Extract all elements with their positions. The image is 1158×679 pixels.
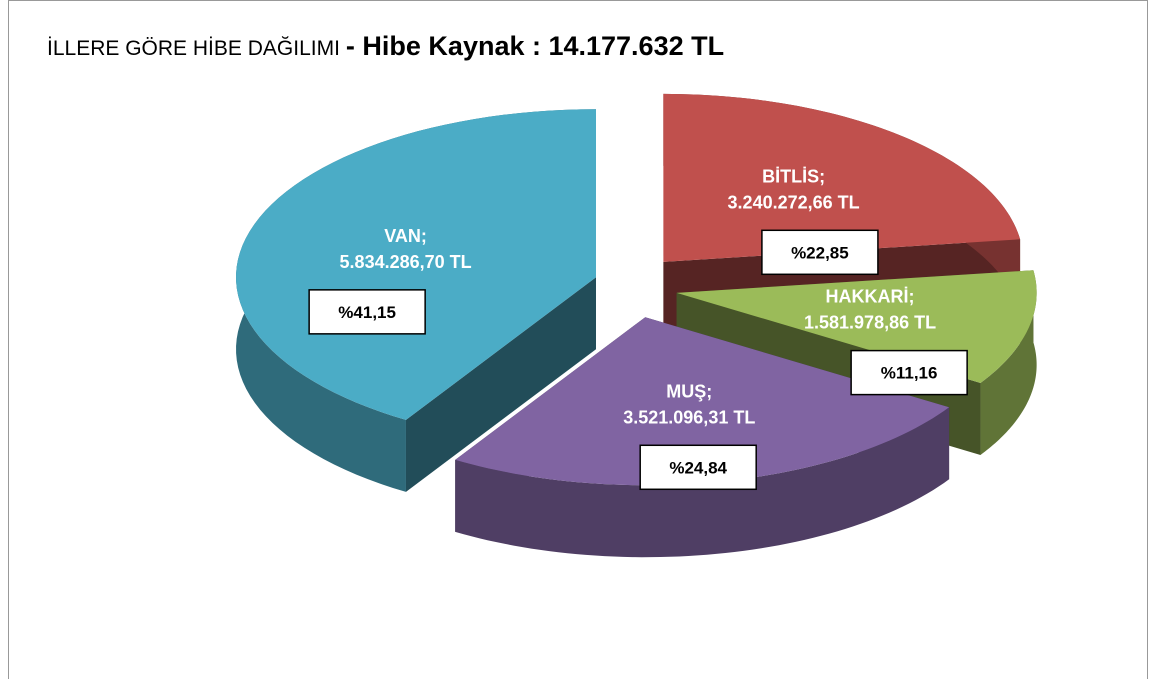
percent-box	[850, 349, 968, 396]
chart-frame: İLLERE GÖRE HİBE DAĞILIMI - Hibe Kaynak :…	[8, 0, 1148, 679]
category-label-line: VAN;	[384, 226, 427, 246]
chart-title: İLLERE GÖRE HİBE DAĞILIMI	[47, 37, 340, 60]
percent-label: %24,84	[669, 458, 727, 477]
category-label-line: BİTLİS;	[762, 166, 825, 186]
slice-top	[455, 317, 950, 486]
category-label-line: 5.834.286,70 TL	[340, 252, 472, 272]
percent-label: %22,85	[791, 243, 849, 262]
category-label-line: 3.240.272,66 TL	[728, 192, 860, 212]
category-label-line: 1.581.978,86 TL	[804, 313, 936, 333]
category-label-line: MUŞ;	[666, 381, 712, 401]
header: İLLERE GÖRE HİBE DAĞILIMI - Hibe Kaynak :…	[47, 31, 724, 62]
category-label-line: 3.521.096,31 TL	[623, 407, 755, 427]
slice-side	[405, 277, 596, 492]
slice	[455, 317, 950, 558]
chart-subtitle: - Hibe Kaynak : 14.177.632 TL	[345, 31, 725, 61]
chart: BİTLİS; 3.240.272,66 TL %22,85 HAKKARİ; 1.58…	[236, 93, 1037, 558]
category-label: BİTLİS; 3.240.272,66 TL	[728, 166, 860, 212]
percent-box	[761, 229, 879, 276]
category-label: MUŞ; 3.521.096,31 TL	[623, 381, 755, 427]
percent-box	[308, 289, 426, 335]
slice-wall	[455, 407, 950, 558]
category-label: VAN; 5.834.286,70 TL	[340, 226, 472, 272]
slice-top	[236, 109, 596, 420]
percent-label: %41,15	[338, 303, 396, 322]
category-label: HAKKARİ; 1.581.978,86 TL	[804, 287, 936, 333]
percent-label: %11,16	[881, 364, 938, 383]
slice	[236, 109, 596, 492]
category-label-line: HAKKARİ;	[826, 287, 915, 307]
slice-top	[663, 93, 1021, 262]
percent-box	[639, 444, 757, 491]
slice-wall	[980, 270, 1037, 455]
